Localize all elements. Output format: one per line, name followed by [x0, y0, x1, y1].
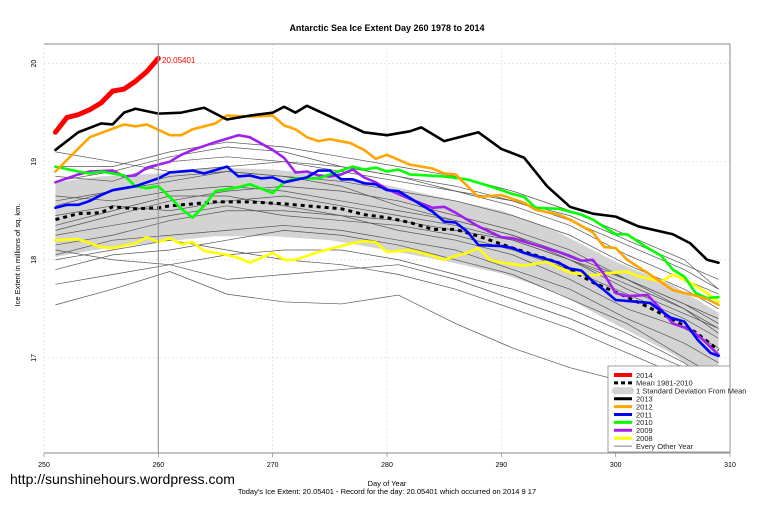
legend-label: 2008	[636, 434, 653, 443]
other-year-line	[55, 146, 719, 295]
other-year-line	[55, 239, 719, 398]
series-line-2014	[52, 55, 161, 135]
legend-label: 2011	[636, 410, 652, 419]
std-dev-band	[55, 167, 719, 388]
y-tick-label: 18	[31, 256, 38, 264]
x-axis-label: Day of Year	[368, 479, 407, 488]
legend-label: 2012	[636, 402, 653, 411]
other-year-line	[55, 210, 719, 349]
other-year-line	[55, 195, 719, 334]
other-year-line	[55, 225, 719, 364]
x-tick-label: 260	[152, 462, 164, 469]
series-line-2008	[54, 235, 720, 304]
legend-label: Mean 1981-2010	[636, 379, 693, 388]
y-axis-label: Ice Extent in millions of sq. km.	[13, 204, 22, 307]
other-year-line	[55, 230, 719, 378]
y-tick-label: 20	[31, 60, 38, 68]
x-tick-label: 290	[495, 462, 507, 469]
legend-label: 2014	[636, 371, 653, 380]
y-tick-label: 19	[31, 158, 38, 166]
highlighted-series	[52, 55, 720, 358]
std-dev-band-area	[55, 167, 719, 388]
other-year-line	[55, 249, 719, 393]
x-tick-label: 280	[381, 462, 393, 469]
other-year-line	[55, 205, 719, 339]
other-year-line	[55, 185, 719, 329]
series-line-2009	[54, 133, 720, 357]
x-tick-label: 310	[724, 462, 736, 469]
x-tick-label: 250	[38, 462, 50, 469]
series-line-2012	[54, 114, 720, 307]
other-year-line	[55, 171, 719, 319]
legend-label: 2013	[636, 395, 653, 404]
series-line-2013	[54, 104, 720, 265]
legend-label: Every Other Year	[636, 442, 694, 451]
legend-label: 2009	[636, 426, 653, 435]
legend-swatch	[612, 387, 634, 395]
x-tick-label: 270	[267, 462, 279, 469]
legend-label: 1 Standard Deviation From Mean	[636, 387, 746, 396]
current-value-label: 20.05401	[162, 56, 196, 65]
x-tick-label: 300	[610, 462, 622, 469]
source-url: http://sunshinehours.wordpress.com	[10, 471, 235, 487]
chart-title: Antarctic Sea Ice Extent Day 260 1978 to…	[289, 23, 484, 33]
series-line-2011	[54, 165, 720, 358]
legend-label: 2010	[636, 418, 653, 427]
y-tick-label: 17	[31, 354, 38, 362]
chart-subtitle: Today's Ice Extent: 20.05401 - Record fo…	[238, 487, 536, 496]
series-line-2010	[54, 165, 720, 300]
